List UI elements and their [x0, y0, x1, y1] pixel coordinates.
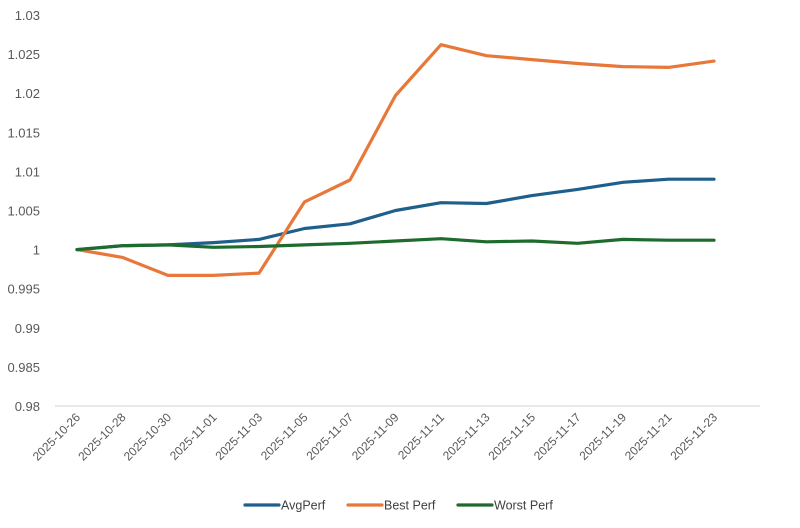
- x-tick-label: 2025-11-15: [485, 410, 538, 463]
- x-tick-label: 2025-10-26: [30, 410, 84, 464]
- y-tick-label: 1.03: [15, 8, 40, 23]
- y-tick-label: 1: [33, 243, 40, 258]
- legend-label: Worst Perf: [494, 499, 553, 513]
- y-tick-label: 0.995: [7, 282, 40, 297]
- series-line-worst-perf: [75, 237, 716, 252]
- x-tick-label: 2025-11-23: [667, 410, 720, 463]
- series-lines: [75, 43, 716, 277]
- legend-label: Best Perf: [384, 499, 436, 513]
- y-tick-label: 0.99: [15, 321, 40, 336]
- legend-label: AvgPerf: [281, 499, 326, 513]
- x-axis: 2025-10-262025-10-282025-10-302025-11-01…: [30, 410, 721, 464]
- x-tick-label: 2025-10-28: [75, 410, 129, 464]
- x-tick-label: 2025-11-01: [167, 410, 220, 463]
- x-tick-label: 2025-11-11: [395, 410, 447, 462]
- x-tick-label: 2025-11-05: [258, 410, 311, 463]
- y-tick-label: 1.025: [7, 47, 40, 62]
- y-axis: 1.03 1.025 1.02 1.015 1.01 1.005 1 0.995 0.99 0.9…: [7, 8, 40, 414]
- x-tick-label: 2025-11-03: [212, 410, 265, 463]
- x-tick-label: 2025-11-19: [576, 410, 629, 463]
- y-tick-label: 1.015: [7, 125, 40, 140]
- x-tick-label: 2025-11-07: [303, 410, 356, 463]
- x-tick-label: 2025-11-21: [622, 410, 675, 463]
- x-tick-label: 2025-11-17: [531, 410, 584, 463]
- y-tick-label: 0.98: [15, 399, 40, 414]
- x-tick-label: 2025-10-30: [121, 410, 175, 464]
- y-tick-label: 0.985: [7, 360, 40, 375]
- y-tick-label: 1.005: [7, 204, 40, 219]
- x-tick-label: 2025-11-09: [349, 410, 402, 463]
- series-line-best-perf: [75, 43, 716, 277]
- legend: AvgPerf Best Perf Worst Perf: [243, 499, 553, 513]
- x-tick-label: 2025-11-13: [440, 410, 493, 463]
- y-tick-label: 1.02: [15, 86, 40, 101]
- y-tick-label: 1.01: [15, 164, 40, 179]
